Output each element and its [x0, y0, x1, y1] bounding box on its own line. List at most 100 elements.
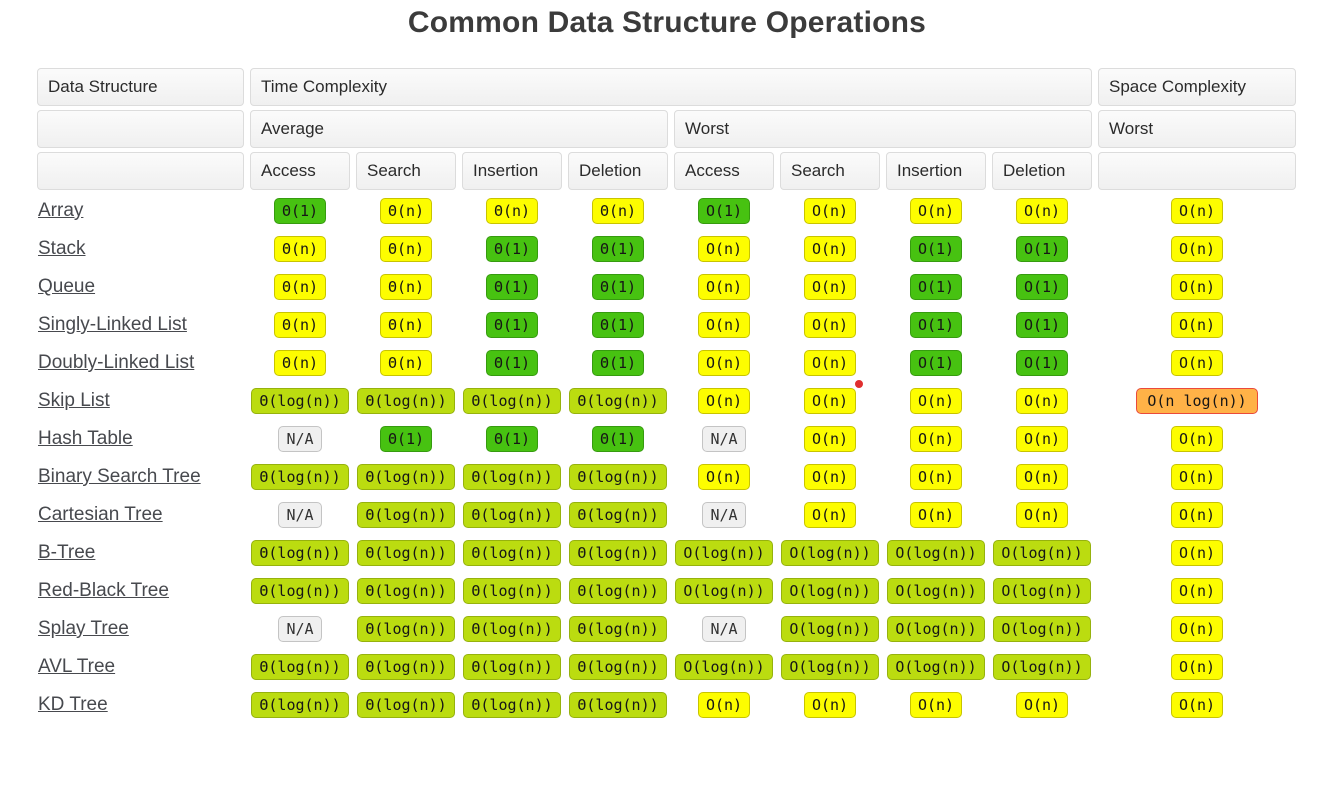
complexity-badge: O(n): [1015, 388, 1069, 414]
table-row: Queue Θ(n) Θ(n) Θ(1) Θ(1) O(n) O(n) O(1) O(1) O(n…: [37, 270, 1296, 304]
complexity-cell: O(log(n)): [674, 536, 774, 570]
red-dot-marker: [855, 380, 863, 388]
complexity-badge: O(n): [1170, 464, 1224, 490]
data-structure-link[interactable]: Array: [38, 200, 84, 221]
table-row: Red-Black Tree Θ(log(n)) Θ(log(n)) Θ(log(n)…: [37, 574, 1296, 608]
complexity-badge: Θ(n): [273, 350, 327, 376]
complexity-cell: Θ(n): [250, 270, 350, 304]
complexity-badge: O(n): [697, 388, 751, 414]
complexity-badge: O(n): [1015, 692, 1069, 718]
complexity-cell: O(1): [992, 346, 1092, 380]
complexity-badge: O(n): [1170, 616, 1224, 642]
complexity-badge: O(n): [697, 312, 751, 338]
complexity-cell: Θ(log(n)): [462, 688, 562, 722]
complexity-badge: O(1): [909, 274, 963, 300]
data-structure-link[interactable]: B-Tree: [38, 542, 96, 563]
data-structure-link[interactable]: Cartesian Tree: [38, 504, 163, 525]
table-row: Singly-Linked List Θ(n) Θ(n) Θ(1) Θ(1) O(n) O(…: [37, 308, 1296, 342]
complexity-cell: Θ(1): [462, 232, 562, 266]
complexity-badge: Θ(n): [273, 312, 327, 338]
complexity-badge: Θ(log(n)): [569, 388, 667, 414]
complexity-badge: Θ(n): [379, 236, 433, 262]
complexity-badge: O(n): [1170, 540, 1224, 566]
complexity-badge: Θ(log(n)): [251, 388, 349, 414]
complexity-badge: O(1): [1015, 312, 1069, 338]
header-row-2: Average Worst Worst: [37, 110, 1296, 148]
header-op-average-insertion: Insertion: [462, 152, 562, 190]
header-op-worst-insertion: Insertion: [886, 152, 986, 190]
complexity-badge: Θ(1): [485, 312, 539, 338]
row-label-cell: KD Tree: [37, 688, 244, 722]
complexity-badge: Θ(n): [591, 198, 645, 224]
header-worst: Worst: [674, 110, 1092, 148]
data-structure-link[interactable]: Red-Black Tree: [38, 580, 169, 601]
header-blank-2: [37, 152, 244, 190]
complexity-cell: O(n): [886, 688, 986, 722]
data-structure-link[interactable]: Splay Tree: [38, 618, 129, 639]
data-structure-link[interactable]: Binary Search Tree: [38, 466, 201, 487]
complexity-badge: O(n): [1170, 350, 1224, 376]
data-structure-link[interactable]: Queue: [38, 276, 96, 297]
complexity-cell: O(1): [992, 270, 1092, 304]
data-structure-link[interactable]: Singly-Linked List: [38, 314, 187, 335]
data-structure-link[interactable]: AVL Tree: [38, 656, 116, 677]
row-label-cell: B-Tree: [37, 536, 244, 570]
table-row: Stack Θ(n) Θ(n) Θ(1) Θ(1) O(n) O(n) O(1) O(1) O(n…: [37, 232, 1296, 266]
complexity-cell: O(n log(n)): [1098, 384, 1296, 418]
complexity-cell: O(n): [1098, 498, 1296, 532]
complexity-badge: Θ(log(n)): [463, 540, 561, 566]
table-row: Doubly-Linked List Θ(n) Θ(n) Θ(1) Θ(1) O(n) O(…: [37, 346, 1296, 380]
complexity-cell: O(n): [992, 422, 1092, 456]
complexity-badge: O(log(n)): [887, 654, 985, 680]
data-structure-link[interactable]: Hash Table: [38, 428, 133, 449]
complexity-badge: Θ(log(n)): [251, 654, 349, 680]
complexity-cell: Θ(log(n)): [568, 612, 668, 646]
header-op-average-search: Search: [356, 152, 456, 190]
complexity-badge: O(n): [803, 198, 857, 224]
complexity-cell: O(1): [886, 232, 986, 266]
complexity-cell: O(1): [992, 308, 1092, 342]
table-row: Skip List Θ(log(n)) Θ(log(n)) Θ(log(n)) Θ(lo…: [37, 384, 1296, 418]
row-label-cell: Hash Table: [37, 422, 244, 456]
complexity-cell: O(log(n)): [886, 574, 986, 608]
data-structure-link[interactable]: Skip List: [38, 390, 110, 411]
table-row: Binary Search Tree Θ(log(n)) Θ(log(n)) Θ(lo…: [37, 460, 1296, 494]
complexity-badge: O(n): [697, 464, 751, 490]
row-label-cell: Doubly-Linked List: [37, 346, 244, 380]
complexity-cell: O(n): [1098, 308, 1296, 342]
complexity-cell: O(n): [780, 270, 880, 304]
complexity-cell: O(1): [886, 308, 986, 342]
complexity-table: Data Structure Time Complexity Space Com…: [31, 64, 1302, 726]
complexity-cell: O(log(n)): [780, 574, 880, 608]
data-structure-link[interactable]: KD Tree: [38, 694, 108, 715]
complexity-cell: O(n): [1098, 346, 1296, 380]
complexity-cell: Θ(1): [356, 422, 456, 456]
complexity-badge: O(n): [803, 312, 857, 338]
header-time-complexity: Time Complexity: [250, 68, 1092, 106]
table-row: Splay Tree N/A Θ(log(n)) Θ(log(n)) Θ(log(n))…: [37, 612, 1296, 646]
complexity-cell: O(log(n)): [992, 650, 1092, 684]
header-blank-1: [37, 110, 244, 148]
complexity-cell: Θ(log(n)): [356, 612, 456, 646]
header-row-1: Data Structure Time Complexity Space Com…: [37, 68, 1296, 106]
complexity-badge: N/A: [278, 502, 322, 528]
complexity-cell: O(n): [674, 232, 774, 266]
complexity-cell: O(n): [886, 460, 986, 494]
complexity-badge: Θ(log(n)): [463, 502, 561, 528]
complexity-badge: O(n): [1015, 198, 1069, 224]
page: Common Data Structure Operations Data St…: [0, 6, 1334, 787]
complexity-cell: Θ(log(n)): [462, 384, 562, 418]
complexity-badge: N/A: [702, 502, 746, 528]
complexity-cell: Θ(n): [250, 346, 350, 380]
complexity-badge: O(n): [697, 692, 751, 718]
complexity-badge: N/A: [278, 426, 322, 452]
complexity-badge: Θ(log(n)): [357, 578, 455, 604]
complexity-badge: Θ(1): [485, 350, 539, 376]
complexity-cell: Θ(n): [568, 194, 668, 228]
data-structure-link[interactable]: Doubly-Linked List: [38, 352, 195, 373]
data-structure-link[interactable]: Stack: [38, 238, 86, 259]
complexity-cell: Θ(log(n)): [356, 536, 456, 570]
header-blank-space: [1098, 152, 1296, 190]
complexity-cell: O(log(n)): [992, 536, 1092, 570]
complexity-cell: Θ(1): [568, 270, 668, 304]
